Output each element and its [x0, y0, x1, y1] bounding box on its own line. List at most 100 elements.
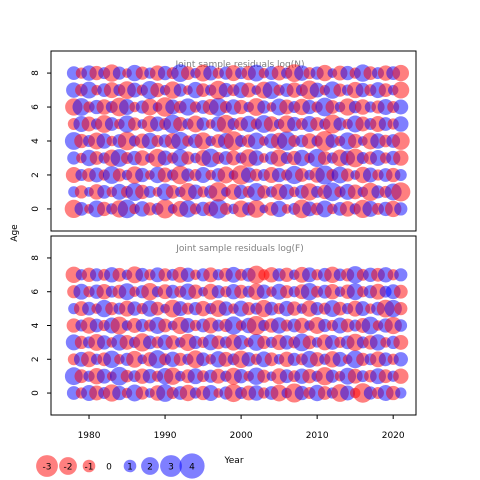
panel-log-n-title: Joint sample residuals log(N)	[174, 60, 304, 70]
bubble-log-n-age3-2002	[248, 150, 265, 166]
bubble-log-f-age0-2021	[395, 387, 407, 399]
x-tick-label-1990: 1990	[154, 431, 177, 441]
y-tick-label-log-f-8: 8	[31, 255, 41, 261]
legend-bubble-3	[160, 455, 182, 477]
bubble-log-n-age7-2021	[392, 81, 410, 99]
bubble-log-n-age5-2013	[333, 117, 347, 131]
legend-bubble-2	[141, 457, 159, 475]
bubble-log-n-age7-1992	[173, 83, 187, 97]
bubble-log-f-age4-1999	[224, 316, 243, 335]
bubble-log-n-age7-1980	[80, 81, 98, 99]
bubble-log-f-age1-1982	[96, 368, 112, 384]
bubble-log-f-age1-2021	[393, 368, 409, 384]
x-tick-label-2020: 2020	[382, 431, 405, 441]
bubble-log-n-age1-1979	[74, 185, 89, 199]
bubble-log-n-age0-2021	[394, 202, 408, 216]
bubble-log-f-age7-2006	[279, 267, 294, 282]
bubble-log-f-age5-1989	[150, 301, 165, 316]
bubble-log-n-age7-2010	[309, 82, 325, 98]
bubble-log-n-age1-1991	[165, 185, 180, 199]
y-axis-label: Age	[10, 224, 20, 242]
bubble-log-f-age0-2014	[340, 385, 356, 401]
bubble-log-f-age6-1994	[188, 284, 203, 299]
bubble-log-f-age2-1986	[126, 350, 144, 368]
bubble-log-f-age7-1993	[180, 267, 196, 282]
bubble-log-n-age7-2001	[241, 82, 257, 98]
bubble-log-n-age6-2000	[233, 99, 249, 115]
bubble-log-f-age4-1984	[110, 316, 129, 335]
bubble-log-n-age4-2012	[325, 134, 340, 148]
bubble-log-n-age6-2003	[257, 100, 271, 114]
bubble-log-n-age1-2015	[347, 184, 363, 200]
legend-label-3: 3	[168, 463, 174, 473]
legend-bubble--2	[59, 457, 77, 475]
bubble-log-n-age4-2015	[348, 133, 363, 149]
bubble-log-f-age3-2021	[393, 334, 409, 350]
bubble-log-f-age6-1985	[118, 283, 136, 301]
bubble-log-n-age4-2021	[391, 132, 410, 150]
bubble-log-f-age5-2016	[355, 301, 371, 317]
bubble-log-f-age6-2003	[256, 284, 272, 299]
bubble-log-n-age3-1993	[181, 151, 195, 165]
legend-label--1: -1	[85, 463, 94, 473]
bubble-log-n-age2-1987	[135, 167, 150, 183]
bubble-log-f-age1-1991	[164, 367, 182, 385]
bubble-log-n-age8-2002	[247, 64, 265, 82]
legend-label--3: -3	[43, 463, 52, 473]
size-legend: -3 -2 -1 0 1 2 3 4	[36, 453, 205, 479]
panel-log-f-title: Joint sample residuals log(F)	[175, 244, 303, 254]
bubble-log-n-age4-1995	[194, 132, 212, 150]
bubble-log-f-age3-1991	[165, 335, 180, 350]
legend-bubble-4	[179, 453, 205, 479]
bubble-log-f-age3-2018	[369, 334, 387, 351]
bubble-log-f-age5-1980	[82, 301, 96, 316]
y-tick-label-log-n-0: 0	[31, 206, 41, 212]
panel-log-n: Joint sample residuals log(N) 0 2 4 6 8	[31, 50, 417, 232]
y-tick-label-log-n-8: 8	[31, 70, 41, 76]
bubble-log-n-age2-2014	[340, 168, 355, 182]
legend-label-4: 4	[189, 463, 195, 473]
legend-label-0: 0	[106, 463, 112, 473]
bubble-log-f-age3-1982	[97, 335, 112, 350]
panel-log-f-y-axis: 0 2 4 6 8	[31, 255, 51, 396]
bubble-log-n-age8-2011	[316, 64, 334, 82]
y-tick-label-log-f-4: 4	[31, 322, 41, 328]
bubble-log-n-age8-1993	[181, 66, 195, 80]
bubble-log-n-age0-2005	[270, 200, 288, 218]
bubble-log-n-age1-2021	[391, 182, 411, 202]
bubble-log-f-age2-2013	[332, 351, 348, 367]
bubble-log-f-age4-2017	[361, 316, 380, 335]
bubble-log-f-age3-2009	[302, 335, 317, 350]
bubble-log-n-age0-2011	[316, 200, 334, 218]
bubble-log-n-age4-1982	[96, 133, 112, 149]
bubble-log-n-age2-2008	[295, 168, 309, 182]
bubble-log-f-age5-2021	[394, 301, 408, 316]
bubble-log-f-age0-1987	[135, 386, 149, 400]
bubble-log-n-age1-1988	[143, 185, 156, 198]
bubble-log-n-age0-2002	[247, 199, 266, 218]
bubble-log-f-age1-2003	[257, 369, 271, 383]
bubble-log-n-age5-2021	[393, 116, 409, 132]
legend-bubble--1	[82, 459, 96, 473]
bubble-log-n-age2-1984	[112, 168, 127, 182]
bubble-log-n-age7-2019	[378, 83, 393, 97]
bubble-log-n-age6-1988	[141, 98, 159, 116]
bubble-log-f-age3-2000	[233, 334, 249, 350]
bubble-log-n-age3-1978	[67, 151, 81, 165]
bubble-log-f-age4-1990	[158, 318, 173, 333]
x-tick-label-2000: 2000	[230, 431, 253, 441]
bubble-log-f-age0-1996	[202, 385, 219, 401]
x-tick-label-2010: 2010	[306, 431, 329, 441]
bubble-log-f-age6-2012	[324, 283, 341, 300]
bubble-log-n-age6-2021	[393, 99, 409, 115]
bubble-log-n-age5-1995	[196, 117, 210, 131]
legend-bubble--3	[36, 455, 58, 477]
legend-bubble-1	[123, 459, 137, 473]
bubble-log-n-age1-1982	[97, 185, 112, 199]
bubble-log-f-age2-2021	[393, 352, 408, 367]
legend-label--2: -2	[64, 463, 73, 473]
bubble-log-n-age0-1990	[155, 199, 175, 219]
bubble-log-f-age1-2000	[233, 369, 249, 384]
y-tick-label-log-f-2: 2	[31, 356, 41, 362]
bubble-log-n-age4-2002	[247, 132, 265, 150]
